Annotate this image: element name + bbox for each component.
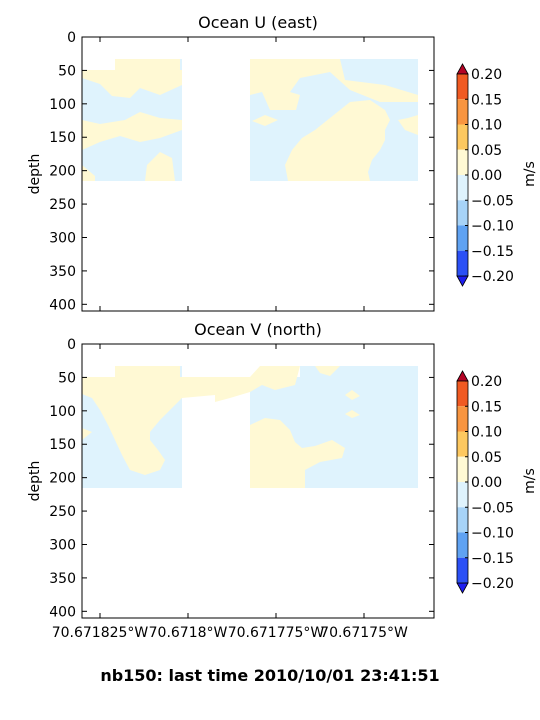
- ocean-u-colorbar-band: [457, 149, 468, 175]
- ocean-v-xtick-label: 70.671775°W: [228, 625, 325, 641]
- ocean-v-colorbar-band: [457, 532, 468, 558]
- ocean-u-colorbar-tick-label: 0.00: [471, 168, 502, 184]
- ocean-v-ytick-label: 50: [58, 370, 76, 386]
- ocean-u-ytick-label: 50: [58, 63, 76, 79]
- ocean-u-colorbar-band: [457, 74, 468, 100]
- ocean-v-xtick-label: 70.67175°W: [320, 625, 408, 641]
- ocean-v-ytick-label: 250: [49, 504, 76, 520]
- ocean-v-title: Ocean V (north): [194, 320, 322, 339]
- ocean-u-ytick-label: 100: [49, 97, 76, 113]
- ocean-u-title: Ocean U (east): [198, 13, 318, 32]
- ocean-u-field: [82, 59, 418, 181]
- ocean-v-colorbar-tick-label: 0.10: [471, 425, 502, 441]
- ocean-u-ytick-label: 350: [49, 264, 76, 280]
- ocean-v-ytick-label: 300: [49, 537, 76, 553]
- ocean-v-colorbar-tick-label: 0.20: [471, 374, 502, 390]
- ocean-u-colorbar-band: [457, 250, 468, 276]
- ocean-v-colorbar-tick-label: 0.05: [471, 450, 502, 466]
- ocean-v-frame: [81, 343, 435, 619]
- ocean-v-colorbar-tick-label: −0.15: [471, 551, 514, 567]
- ocean-v-positive-region: [315, 366, 340, 376]
- ocean-v-positive-region: [345, 390, 360, 400]
- ocean-u-ytick-label: 400: [49, 297, 76, 313]
- ocean-u-colorbar-label: m/s: [522, 161, 538, 187]
- ocean-v-ylabel: depth: [27, 461, 43, 502]
- ocean-u-panel: Ocean U (east) 050100150200250300350400 …: [27, 13, 538, 313]
- ocean-v-colorbar-tick-label: −0.10: [471, 526, 514, 542]
- ocean-u-ylabel: depth: [27, 154, 43, 195]
- ocean-v-colorbar: 0.20 0.15 0.10 0.05 0.00 −0.05 −0.10 −0.15 −0.20: [456, 370, 514, 594]
- ocean-v-colorbar-tick-label: −0.20: [471, 576, 514, 592]
- ocean-v-colorbar-tick-label: −0.05: [471, 500, 514, 516]
- ocean-v-colorbar-band: [457, 431, 468, 457]
- ocean-v-positive-region: [82, 366, 300, 475]
- ocean-u-colorbar-tick-label: 0.10: [471, 118, 502, 134]
- ocean-v-ytick-label: 150: [49, 437, 76, 453]
- ocean-v-positive-region: [345, 410, 360, 418]
- ocean-u-ytick-label: 0: [67, 30, 76, 46]
- ocean-u-ytick-label: 250: [49, 197, 76, 213]
- ocean-u-colorbar-tick-label: −0.05: [471, 193, 514, 209]
- ocean-v-colorbar-band: [457, 381, 468, 407]
- ocean-u-ytick-label: 300: [49, 230, 76, 246]
- ocean-v-x-axis: 70.671825°W 70.6718°W 70.671775°W70.67175°…: [52, 344, 408, 641]
- ocean-v-xtick-label: 70.671825°W: [52, 625, 149, 641]
- ocean-u-colorbar: 0.20 0.15 0.10 0.05 0.00 −0.05 −0.10 −0.15 −0.20: [456, 63, 514, 287]
- ocean-u-colorbar-tick-label: 0.15: [471, 92, 502, 108]
- ocean-u-ytick-label: 150: [49, 130, 76, 146]
- ocean-v-ytick-label: 350: [49, 571, 76, 587]
- ocean-u-colorbar-band: [457, 124, 468, 150]
- ocean-u-colorbar-extend-max: [456, 63, 469, 75]
- ocean-u-colorbar-extend-min: [456, 275, 469, 287]
- ocean-v-colorbar-tick-label: 0.15: [471, 399, 502, 415]
- ocean-u-colorbar-band: [457, 99, 468, 125]
- ocean-v-positive-region: [250, 418, 345, 488]
- ocean-u-positive-region: [398, 115, 418, 135]
- ocean-v-panel: Ocean V (north) 0 50 100 150 200 250 300 350 400…: [27, 320, 538, 641]
- ocean-v-mask: [182, 398, 250, 488]
- ocean-v-positive-region: [82, 428, 92, 440]
- ocean-u-colorbar-tick-label: 0.05: [471, 143, 502, 159]
- ocean-v-colorbar-band: [457, 507, 468, 533]
- ocean-u-positive-region: [82, 59, 418, 110]
- ocean-v-field: [82, 366, 418, 488]
- ocean-u-colorbar-band: [457, 175, 468, 201]
- ocean-v-xtick-label: 70.6718°W: [149, 625, 228, 641]
- ocean-u-positive-region: [252, 115, 278, 126]
- ocean-v-colorbar-label: m/s: [522, 468, 538, 494]
- ocean-v-ytick-label: 400: [49, 604, 76, 620]
- ocean-v-colorbar-band: [457, 406, 468, 432]
- ocean-u-colorbar-tick-label: −0.20: [471, 269, 514, 285]
- ocean-u-frame: [81, 36, 435, 312]
- ocean-v-y-axis: 0 50 100 150 200 250 300 350 400: [49, 337, 434, 620]
- ocean-v-colorbar-tick-label: 0.00: [471, 475, 502, 491]
- ocean-v-colorbar-band: [457, 482, 468, 508]
- ocean-u-ytick-label: 200: [49, 164, 76, 180]
- ocean-v-colorbar-band: [457, 557, 468, 583]
- ocean-u-positive-region: [145, 152, 175, 181]
- ocean-u-colorbar-tick-label: 0.20: [471, 67, 502, 83]
- ocean-v-ytick-label: 0: [67, 337, 76, 353]
- ocean-u-positive-region: [82, 112, 182, 150]
- ocean-u-x-axis: [99, 37, 365, 311]
- ocean-u-positive-region: [285, 100, 390, 181]
- ocean-v-colorbar-extend-min: [456, 582, 469, 594]
- ocean-u-colorbar-tick-label: −0.15: [471, 244, 514, 260]
- ocean-v-ytick-label: 100: [49, 404, 76, 420]
- ocean-v-colorbar-band: [457, 456, 468, 482]
- ocean-u-colorbar-band: [457, 200, 468, 226]
- figure-footer: nb150: last time 2010/10/01 23:41:51: [100, 666, 440, 685]
- ocean-u-colorbar-tick-label: −0.10: [471, 219, 514, 235]
- ocean-u-positive-region: [82, 165, 95, 181]
- ocean-v-colorbar-extend-max: [456, 370, 469, 382]
- ocean-v-ytick-label: 200: [49, 471, 76, 487]
- ocean-u-mask: [182, 91, 250, 181]
- ocean-u-colorbar-band: [457, 225, 468, 251]
- ocean-u-y-axis: 0 50 100 150 200 250 300 350 400: [49, 30, 434, 313]
